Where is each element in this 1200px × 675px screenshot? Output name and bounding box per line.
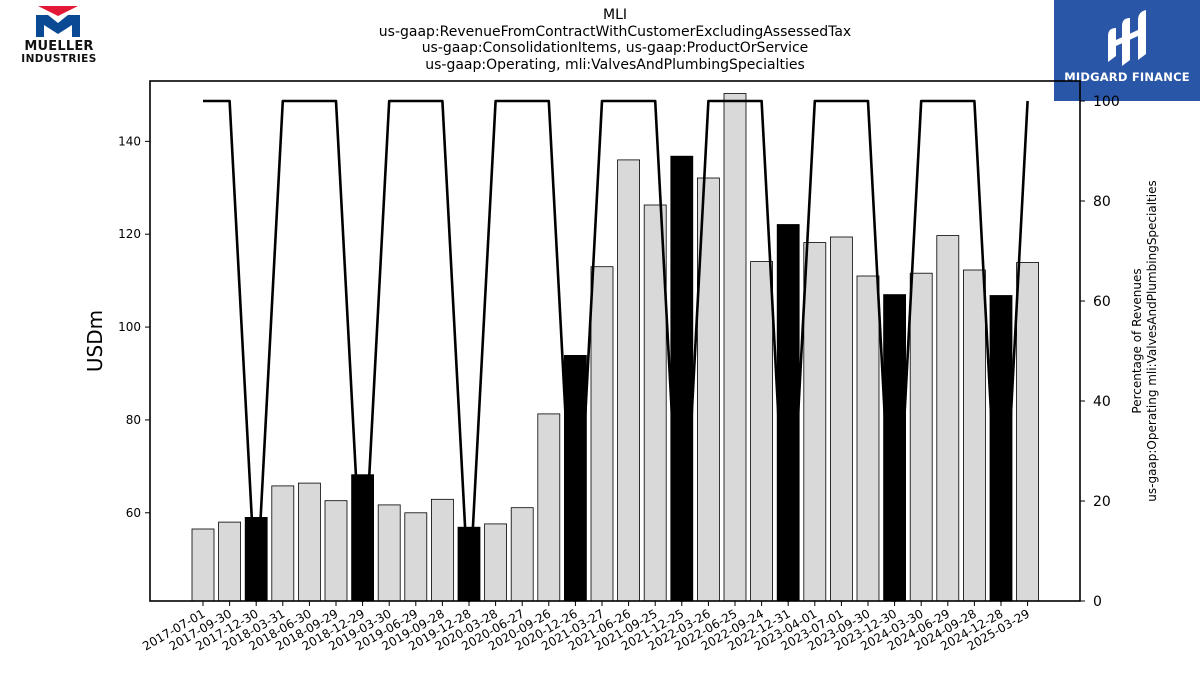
chart-title: MLI us-gaap:RevenueFromContractWithCusto… — [330, 7, 900, 73]
bar — [936, 235, 960, 602]
y2-tick-label: 20 — [1093, 494, 1111, 510]
title-line: us-gaap:Operating, mli:ValvesAndPlumbing… — [425, 56, 805, 73]
title-line: MLI — [602, 7, 627, 23]
midgard-finance-logo: MIDGARD FINANCE — [1054, 0, 1200, 101]
plot-frame — [149, 80, 1081, 602]
y2-tick-label: 40 — [1093, 394, 1111, 410]
bar — [670, 155, 694, 602]
bar — [590, 266, 614, 602]
midgard-emblem-icon — [1108, 10, 1146, 66]
bar — [191, 528, 215, 602]
percentage-line — [203, 99, 1029, 603]
bar — [1016, 262, 1039, 602]
logo-wordmark-line1: MUELLER — [24, 39, 94, 54]
y-axis-label: USDm — [83, 310, 107, 372]
y-tick-label: 80 — [126, 413, 141, 427]
bar — [218, 521, 242, 602]
bar-series — [191, 93, 1039, 602]
y2-tick-label: 100 — [1093, 94, 1120, 110]
bar — [484, 523, 508, 602]
bar — [377, 504, 401, 602]
axes: 60801001201400204060801002017-07-012017-… — [83, 80, 1159, 653]
bar — [271, 485, 295, 602]
bar — [856, 275, 880, 602]
y-tick-label: 100 — [118, 320, 141, 334]
bar — [776, 224, 800, 602]
title-line: us-gaap:ConsolidationItems, us-gaap:Prod… — [421, 40, 809, 56]
bar — [537, 413, 561, 602]
mueller-industries-logo: MUELLER INDUSTRIES — [18, 4, 100, 66]
bar — [324, 500, 348, 602]
title-line: us-gaap:RevenueFromContractWithCustomerE… — [378, 23, 852, 40]
mueller-m-icon — [36, 6, 80, 37]
bar — [803, 242, 827, 602]
y2-tick-label: 60 — [1093, 294, 1111, 310]
y-tick-label: 140 — [118, 134, 141, 148]
bar — [430, 498, 454, 602]
y2-tick-label: 80 — [1093, 194, 1111, 210]
bar — [909, 272, 933, 602]
bar — [617, 159, 640, 602]
y-tick-label: 120 — [118, 227, 141, 241]
logo-brand-text: MIDGARD FINANCE — [1064, 70, 1190, 84]
line-series — [203, 99, 1029, 603]
bar — [510, 507, 534, 602]
bar — [963, 269, 986, 602]
bar — [830, 236, 853, 602]
y2-axis-label: us-gaap:Operating mli:ValvesAndPlumbingS… — [1145, 180, 1159, 501]
bar — [750, 261, 773, 602]
bar — [297, 482, 321, 602]
bar — [723, 93, 747, 602]
y-tick-label: 60 — [126, 506, 141, 520]
y2-axis-label: Percentage of Revenues — [1130, 268, 1144, 413]
logo-wordmark-line2: INDUSTRIES — [21, 53, 97, 65]
y2-tick-label: 0 — [1093, 594, 1102, 610]
bar — [404, 512, 428, 602]
